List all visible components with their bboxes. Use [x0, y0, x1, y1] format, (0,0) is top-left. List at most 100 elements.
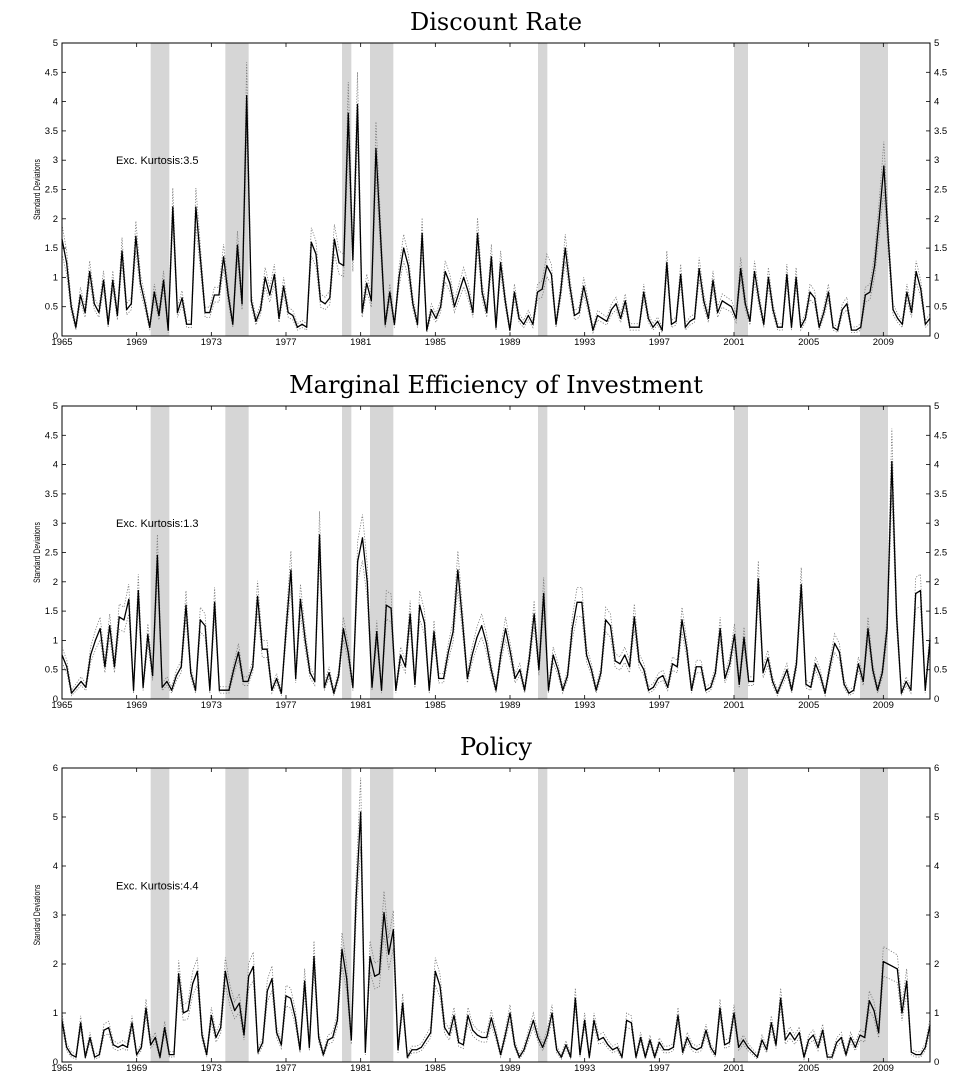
data-point: [571, 628, 573, 630]
data-point: [831, 1056, 833, 1058]
data-point: [389, 291, 391, 293]
data-point: [196, 970, 198, 972]
x-tick-label: 1993: [574, 1063, 595, 1074]
data-point: [425, 1039, 427, 1041]
data-point: [421, 232, 423, 235]
data-point: [791, 689, 793, 691]
data-point: [271, 689, 273, 691]
x-tick-label: 1997: [649, 337, 670, 348]
data-point: [433, 631, 435, 633]
recession-band: [734, 43, 748, 336]
y-tick-label: 4: [53, 861, 58, 872]
data-point: [638, 326, 640, 328]
data-point: [346, 978, 348, 980]
data-point: [304, 980, 306, 982]
data-point: [551, 1012, 553, 1014]
data-point: [693, 317, 696, 320]
data-point: [486, 1036, 488, 1039]
y-tick-label: 2: [53, 577, 58, 588]
data-point: [93, 303, 95, 305]
x-tick-label: 1965: [51, 337, 72, 348]
data-point: [887, 241, 890, 243]
data-point: [147, 633, 149, 636]
x-tick-label: 1973: [201, 700, 222, 711]
y-tick-label: 4.5: [45, 67, 58, 78]
y-tick-label: 2.5: [45, 185, 58, 196]
y-tick-label: 1.5: [45, 243, 58, 254]
y-tick-label: 2: [53, 214, 58, 225]
data-point: [324, 303, 326, 305]
data-point: [854, 1046, 856, 1048]
recession-band: [342, 406, 352, 699]
data-point: [209, 689, 211, 691]
data-point: [910, 1051, 912, 1053]
data-point: [569, 285, 571, 287]
data-point: [332, 1036, 334, 1039]
lower-band-line: [61, 128, 931, 335]
y-tick-label-right: 3.5: [934, 489, 947, 500]
data-point: [392, 929, 394, 931]
data-point: [103, 1029, 105, 1031]
data-point: [532, 1019, 534, 1021]
data-point: [689, 320, 691, 322]
data-point: [573, 314, 576, 317]
data-point: [438, 677, 440, 680]
data-point: [883, 165, 885, 167]
data-point: [190, 672, 192, 674]
recession-band: [860, 43, 888, 336]
data-point: [271, 978, 273, 980]
data-point: [397, 1049, 399, 1051]
y-tick-label: 3: [53, 910, 58, 921]
data-point: [780, 997, 782, 999]
data-point: [834, 642, 836, 644]
data-point: [486, 311, 488, 314]
data-point: [481, 291, 483, 293]
data-point: [680, 273, 682, 276]
data-point: [318, 534, 321, 536]
data-point: [237, 651, 240, 653]
data-point: [355, 899, 357, 901]
x-tick-label: 1981: [350, 1063, 371, 1074]
x-tick-label: 2005: [798, 700, 819, 711]
data-point: [144, 303, 146, 305]
data-point: [586, 654, 588, 656]
data-point: [738, 1046, 740, 1048]
data-point: [414, 683, 416, 685]
data-point: [823, 311, 825, 314]
data-point: [670, 323, 673, 325]
data-point: [94, 1056, 96, 1058]
data-point: [666, 262, 668, 264]
data-point: [786, 669, 788, 671]
data-point: [857, 663, 860, 665]
data-point: [252, 965, 254, 968]
data-point: [444, 270, 446, 273]
data-point: [841, 309, 843, 311]
data-point: [500, 1054, 502, 1056]
data-point: [84, 1056, 86, 1058]
data-point: [843, 683, 845, 685]
data-point: [301, 323, 303, 325]
data-point: [509, 329, 511, 331]
data-point: [140, 1046, 142, 1048]
data-point: [490, 1017, 492, 1019]
data-point: [309, 672, 311, 674]
data-point: [513, 291, 516, 293]
data-point: [882, 960, 884, 963]
data-point: [528, 657, 530, 659]
data-point: [159, 1056, 161, 1058]
data-point: [458, 291, 460, 293]
data-point: [89, 270, 91, 273]
data-point: [628, 666, 631, 668]
data-point: [543, 592, 545, 595]
data-point: [299, 598, 302, 600]
data-point: [552, 654, 554, 656]
y-tick-label: 2.5: [45, 548, 58, 559]
data-point: [132, 689, 135, 691]
kurtosis-annotation: Exc. Kurtosis:1.3: [116, 518, 199, 530]
data-point: [411, 1049, 413, 1051]
data-point: [915, 592, 917, 595]
data-point: [234, 1009, 236, 1012]
y-tick-label-right: 3.5: [934, 126, 947, 137]
data-point: [137, 589, 139, 592]
data-point: [187, 1009, 189, 1012]
